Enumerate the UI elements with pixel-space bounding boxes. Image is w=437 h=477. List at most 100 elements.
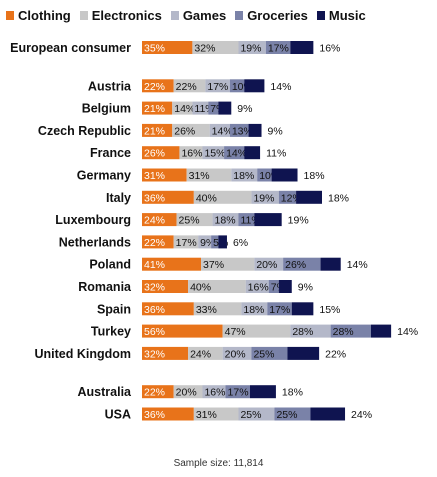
bar-segment-clothing (142, 235, 174, 249)
data-label: 6% (233, 237, 248, 249)
bar-row-luxembourg: Luxembourg 24% 25% 18% 11% 19% (55, 213, 309, 227)
bar-segment-games (202, 385, 226, 399)
data-label: 16% (181, 148, 202, 160)
data-label: 31% (144, 170, 165, 182)
data-label: 32% (194, 43, 215, 55)
category-label: Spain (97, 302, 131, 316)
bar-segment-clothing (142, 213, 177, 227)
bar-segment-games (238, 41, 266, 54)
data-label: 14% (174, 103, 195, 115)
bar-row-turkey: Turkey 56% 47% 28% 28% 14% (91, 324, 418, 339)
legend-item-clothing: Clothing (6, 8, 71, 23)
bar-segment-electronics (222, 324, 291, 338)
bar-segment-groceries (330, 324, 371, 338)
data-label: 14% (270, 81, 291, 93)
bar-segment-electronics (188, 346, 223, 360)
bar-row-usa: USA 36% 31% 25% 25% 24% (105, 407, 372, 422)
legend-item-groceries: Groceries (235, 8, 308, 23)
data-label: 32% (144, 282, 165, 294)
legend-label: Music (328, 7, 366, 23)
bar-segment-music (278, 280, 292, 293)
data-label: 20% (256, 259, 277, 271)
bar-segment-music (244, 146, 261, 160)
data-label: 9% (237, 103, 252, 115)
bar-segment-clothing (142, 257, 202, 271)
bar-segment-clothing (142, 79, 174, 93)
bar-segment-groceries (224, 146, 245, 160)
data-label: 32% (144, 348, 165, 360)
bar-segment-electronics (172, 101, 193, 115)
data-label: 24% (144, 215, 165, 227)
data-label: 25% (253, 348, 274, 360)
data-label: 14% (347, 259, 368, 271)
bar-segment-games (222, 346, 252, 360)
data-label: 24% (190, 348, 211, 360)
data-label: 17% (228, 387, 249, 399)
bar-segment-electronics (173, 79, 206, 93)
category-label: Belgium (82, 102, 131, 116)
bar-segment-music (244, 79, 265, 93)
data-label: 21% (144, 125, 165, 137)
bar-segment-groceries (283, 257, 321, 271)
bar-segment-games (231, 168, 258, 182)
legend-swatch (6, 10, 14, 20)
legend: Clothing Electronics Games Groceries Music (6, 5, 375, 25)
bar-segment-groceries (208, 101, 219, 115)
data-label: 18% (215, 215, 236, 227)
data-label: 9% (268, 125, 283, 137)
category-label: Australia (78, 385, 133, 399)
bar-segment-games (192, 101, 209, 115)
data-label: 15% (204, 148, 225, 160)
bar-row-france: France 26% 16% 15% 14% 11% (90, 146, 286, 160)
data-label: 41% (144, 259, 165, 271)
bar-segment-games (202, 146, 225, 160)
bar-segment-electronics (186, 168, 232, 182)
data-label: 11% (266, 148, 286, 160)
category-label: Italy (106, 191, 131, 205)
data-label: 33% (196, 304, 217, 316)
legend-swatch (170, 10, 179, 20)
bar-segment-groceries (229, 79, 245, 93)
data-label: 16% (248, 282, 269, 294)
bar-row-poland: Poland 41% 37% 20% 26% 14% (89, 257, 368, 272)
bar-segment-music (218, 235, 227, 249)
bar-segment-electronics (201, 257, 255, 271)
bar-segment-music (271, 168, 298, 182)
bar-segment-electronics (193, 407, 239, 421)
bar-segment-electronics (192, 41, 239, 54)
data-label: 18% (304, 170, 325, 182)
category-label: Czech Republic (38, 124, 131, 138)
bar-row-italy: Italy 36% 40% 19% 12% 18% (106, 190, 349, 205)
data-label: 19% (240, 43, 261, 55)
data-label: 40% (196, 192, 217, 204)
data-label: 9% (298, 282, 313, 294)
bar-row-romania: Romania 32% 40% 16% 7% 9% (78, 280, 313, 294)
data-label: 20% (176, 387, 197, 399)
data-label: 36% (144, 304, 165, 316)
legend-label: Groceries (247, 7, 308, 23)
legend-swatch (316, 10, 325, 20)
bar-segment-music (287, 346, 320, 360)
data-label: 16% (319, 43, 340, 55)
category-label: Luxembourg (55, 213, 131, 227)
category-label: France (90, 146, 131, 160)
category-label: Poland (89, 258, 131, 272)
bar-segment-games (209, 123, 230, 137)
data-label: 17% (207, 81, 228, 93)
data-label: 16% (204, 387, 225, 399)
bar-segment-electronics (173, 385, 203, 399)
data-label: 19% (253, 192, 274, 204)
data-label: 25% (276, 409, 297, 421)
legend-swatch (79, 10, 88, 20)
data-label: 14% (226, 148, 247, 160)
bar-segment-electronics (173, 235, 199, 249)
bar-segment-clothing (142, 123, 173, 137)
bar-segment-music (320, 257, 341, 271)
bar-segment-clothing (142, 280, 189, 293)
bar-segment-games (251, 190, 279, 204)
data-label: 26% (285, 259, 306, 271)
data-label: 25% (179, 215, 200, 227)
data-label: 24% (351, 409, 372, 421)
